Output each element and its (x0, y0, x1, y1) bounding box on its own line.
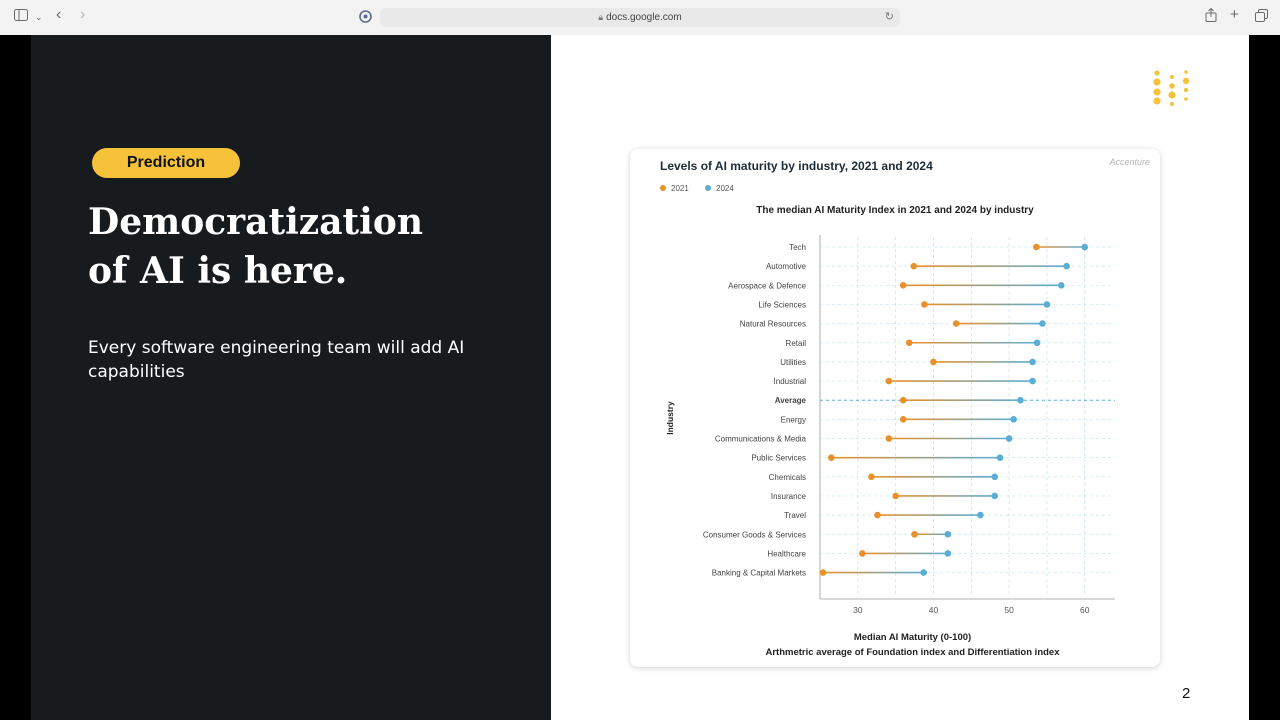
headline-line-1: Democratization (88, 201, 424, 243)
point-2024 (1010, 416, 1017, 423)
point-2024 (1081, 243, 1089, 251)
point-2021 (885, 435, 893, 442)
legend-dot-2021 (660, 184, 666, 191)
category-label: Average (775, 396, 807, 405)
x-tick-label: 30 (853, 605, 863, 615)
category-label: Life Sciences (758, 300, 806, 309)
back-icon[interactable]: ‹ (56, 6, 62, 23)
point-2021 (930, 358, 937, 366)
category-label: Healthcare (767, 549, 806, 558)
point-2024 (1005, 435, 1013, 442)
point-2024 (1039, 320, 1046, 327)
page-number: 2 (1182, 685, 1191, 702)
category-label: Tech (789, 243, 806, 252)
point-2024 (1057, 282, 1065, 289)
category-label: Utilities (780, 358, 806, 367)
legend-item-2021: 2021 (660, 184, 689, 193)
privacy-shield-icon[interactable] (359, 10, 372, 27)
slide-subtitle: Every software engineering team will add… (88, 338, 465, 382)
point-2021 (859, 550, 866, 557)
browser-toolbar: ⌄ ‹ › 🔒︎ docs.google.com ↻ + (0, 0, 1280, 36)
legend-dot-2024 (705, 184, 712, 191)
x-tick-label: 40 (929, 605, 939, 615)
headline-line-2: of AI is here. (88, 250, 348, 292)
dots-logo-icon (1153, 70, 1190, 106)
point-2021 (905, 339, 913, 347)
point-2021 (892, 492, 899, 500)
point-2021 (899, 396, 907, 404)
point-2021 (910, 262, 918, 270)
prediction-badge: Prediction (92, 148, 240, 178)
category-label: Insurance (771, 492, 807, 501)
category-label: Public Services (751, 454, 806, 463)
point-2021 (952, 320, 960, 327)
x-axis-label-line-2: Arthmetric average of Foundation index a… (765, 647, 1060, 658)
new-tab-icon[interactable]: + (1230, 6, 1239, 23)
share-icon[interactable] (1205, 7, 1217, 26)
point-2024 (991, 492, 999, 500)
address-bar[interactable]: 🔒︎ docs.google.com ↻ (380, 8, 900, 27)
x-axis-label: Median AI Maturity (0-100) Arthmetric av… (630, 630, 1195, 660)
point-2021 (828, 454, 835, 461)
forward-icon[interactable]: › (80, 6, 86, 23)
point-2024 (1033, 339, 1041, 347)
point-2024 (1029, 358, 1036, 366)
point-2021 (911, 530, 918, 538)
category-label: Aerospace & Defence (728, 281, 806, 290)
legend-item-2024: 2024 (705, 184, 734, 193)
point-2021 (1033, 243, 1040, 251)
point-2024 (1043, 301, 1051, 308)
point-2024 (1029, 377, 1036, 385)
category-label: Retail (786, 339, 807, 348)
point-2021 (899, 416, 907, 423)
category-label: Communications & Media (715, 435, 807, 444)
y-axis-label: Industry (665, 401, 675, 435)
point-2024 (996, 454, 1004, 461)
card-title: Levels of AI maturity by industry, 2021 … (660, 159, 933, 173)
point-2024 (944, 530, 952, 538)
point-2021 (874, 511, 881, 519)
category-label: Automotive (766, 262, 807, 271)
point-2024 (991, 473, 999, 481)
point-2021 (868, 473, 875, 481)
chart-legend: 2021 2024 (660, 184, 748, 193)
point-2024 (944, 550, 952, 557)
x-tick-label: 50 (1004, 605, 1014, 615)
category-label: Natural Resources (740, 320, 806, 329)
x-tick-label: 60 (1080, 605, 1090, 615)
category-label: Banking & Capital Markets (712, 569, 806, 578)
category-label: Consumer Goods & Services (703, 530, 806, 539)
category-label: Industrial (774, 377, 807, 386)
point-2021 (819, 569, 827, 576)
x-axis-label-line-1: Median AI Maturity (0-100) (853, 632, 972, 643)
point-2024 (920, 569, 927, 576)
brand-logo: Accenture (1109, 157, 1150, 167)
reload-icon[interactable]: ↻ (884, 11, 894, 23)
chart-card: Levels of AI maturity by industry, 2021 … (630, 149, 1160, 667)
point-2024 (1017, 396, 1024, 404)
category-label: Travel (784, 511, 806, 520)
legend-label-2024: 2024 (716, 184, 734, 193)
legend-label-2021: 2021 (671, 184, 689, 193)
point-2024 (1063, 262, 1070, 270)
point-2024 (977, 511, 984, 519)
lock-icon: 🔒︎ (598, 12, 604, 22)
dumbbell-chart: 30 40 50 60 Industry Tech Automotive Aerospace … (665, 235, 1115, 615)
point-2021 (885, 377, 893, 385)
sidebar-toggle-icon[interactable] (14, 9, 28, 25)
chevron-down-icon[interactable]: ⌄ (35, 12, 43, 22)
point-2021 (899, 282, 907, 289)
url-text: docs.google.com (606, 12, 682, 23)
point-2021 (921, 301, 928, 308)
tab-overview-icon[interactable] (1255, 9, 1268, 26)
category-label: Energy (781, 415, 806, 424)
slide-headline: Democratization of AI is here. (88, 198, 508, 296)
category-label: Chemicals (769, 473, 806, 482)
chart-title: The median AI Maturity Index in 2021 and… (756, 205, 1034, 216)
